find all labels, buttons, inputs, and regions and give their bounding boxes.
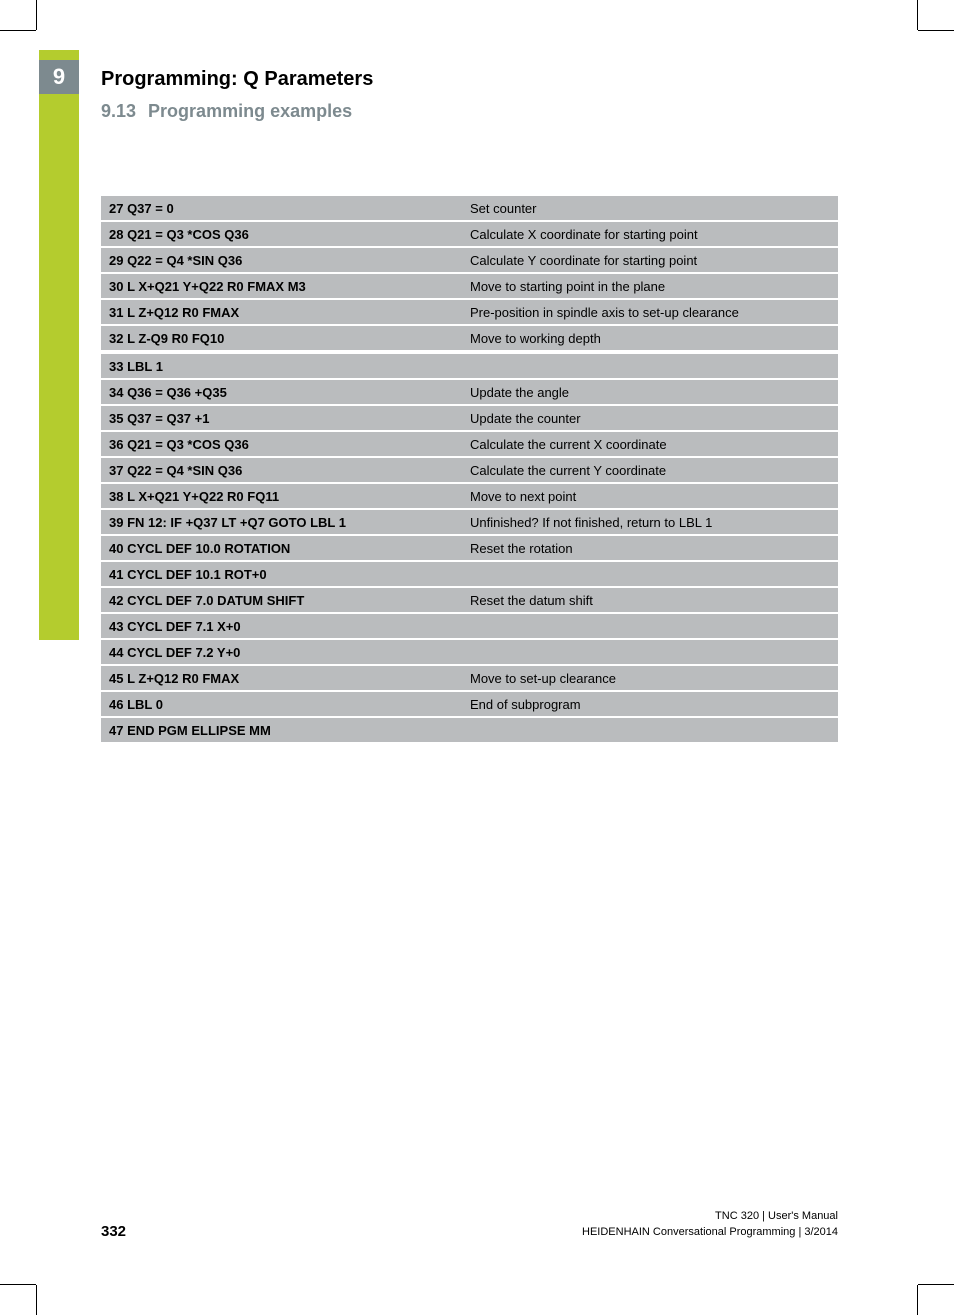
code-cell: 27 Q37 = 0 bbox=[101, 201, 466, 216]
code-cell: 43 CYCL DEF 7.1 X+0 bbox=[101, 619, 466, 634]
description-cell: Reset the rotation bbox=[466, 541, 838, 556]
section-number: 9.13 bbox=[101, 101, 136, 121]
code-cell: 40 CYCL DEF 10.0 ROTATION bbox=[101, 541, 466, 556]
program-table: 27 Q37 = 0Set counter28 Q21 = Q3 *COS Q3… bbox=[101, 196, 838, 744]
description-cell: Move to working depth bbox=[466, 331, 838, 346]
code-cell: 34 Q36 = Q36 +Q35 bbox=[101, 385, 466, 400]
description-cell: Unfinished? If not finished, return to L… bbox=[466, 515, 838, 530]
description-cell: Move to next point bbox=[466, 489, 838, 504]
table-row: 44 CYCL DEF 7.2 Y+0 bbox=[101, 640, 838, 664]
table-row: 41 CYCL DEF 10.1 ROT+0 bbox=[101, 562, 838, 586]
description-cell: Update the counter bbox=[466, 411, 838, 426]
table-row: 27 Q37 = 0Set counter bbox=[101, 196, 838, 220]
code-cell: 46 LBL 0 bbox=[101, 697, 466, 712]
description-cell: Set counter bbox=[466, 201, 838, 216]
footer-attribution: TNC 320 | User's Manual HEIDENHAIN Conve… bbox=[582, 1209, 838, 1240]
table-row: 29 Q22 = Q4 *SIN Q36Calculate Y coordina… bbox=[101, 248, 838, 272]
code-cell: 42 CYCL DEF 7.0 DATUM SHIFT bbox=[101, 593, 466, 608]
section-title-text: Programming examples bbox=[148, 101, 352, 121]
code-cell: 32 L Z-Q9 R0 FQ10 bbox=[101, 331, 466, 346]
crop-mark bbox=[0, 1284, 36, 1285]
code-cell: 29 Q22 = Q4 *SIN Q36 bbox=[101, 253, 466, 268]
description-cell: Pre-position in spindle axis to set-up c… bbox=[466, 305, 838, 320]
code-cell: 36 Q21 = Q3 *COS Q36 bbox=[101, 437, 466, 452]
code-cell: 30 L X+Q21 Y+Q22 R0 FMAX M3 bbox=[101, 279, 466, 294]
table-row: 38 L X+Q21 Y+Q22 R0 FQ11Move to next poi… bbox=[101, 484, 838, 508]
code-cell: 38 L X+Q21 Y+Q22 R0 FQ11 bbox=[101, 489, 466, 504]
code-cell: 28 Q21 = Q3 *COS Q36 bbox=[101, 227, 466, 242]
table-row: 47 END PGM ELLIPSE MM bbox=[101, 718, 838, 742]
table-row: 30 L X+Q21 Y+Q22 R0 FMAX M3Move to start… bbox=[101, 274, 838, 298]
table-row: 40 CYCL DEF 10.0 ROTATIONReset the rotat… bbox=[101, 536, 838, 560]
code-cell: 41 CYCL DEF 10.1 ROT+0 bbox=[101, 567, 466, 582]
description-cell: End of subprogram bbox=[466, 697, 838, 712]
table-row: 39 FN 12: IF +Q37 LT +Q7 GOTO LBL 1Unfin… bbox=[101, 510, 838, 534]
crop-mark bbox=[0, 30, 36, 31]
table-row: 36 Q21 = Q3 *COS Q36Calculate the curren… bbox=[101, 432, 838, 456]
table-row: 28 Q21 = Q3 *COS Q36Calculate X coordina… bbox=[101, 222, 838, 246]
table-row: 33 LBL 1 bbox=[101, 354, 838, 378]
sidebar-accent bbox=[39, 50, 79, 640]
description-cell: Move to starting point in the plane bbox=[466, 279, 838, 294]
description-cell: Update the angle bbox=[466, 385, 838, 400]
code-cell: 45 L Z+Q12 R0 FMAX bbox=[101, 671, 466, 686]
description-cell: Reset the datum shift bbox=[466, 593, 838, 608]
chapter-number-badge: 9 bbox=[39, 60, 79, 94]
code-cell: 33 LBL 1 bbox=[101, 359, 466, 374]
page-number: 332 bbox=[101, 1223, 126, 1240]
table-row: 42 CYCL DEF 7.0 DATUM SHIFTReset the dat… bbox=[101, 588, 838, 612]
crop-mark bbox=[36, 1285, 37, 1315]
code-cell: 35 Q37 = Q37 +1 bbox=[101, 411, 466, 426]
footer-line: TNC 320 | User's Manual bbox=[582, 1209, 838, 1224]
code-cell: 39 FN 12: IF +Q37 LT +Q7 GOTO LBL 1 bbox=[101, 515, 466, 530]
table-row: 31 L Z+Q12 R0 FMAXPre-position in spindl… bbox=[101, 300, 838, 324]
page-header: Programming: Q Parameters 9.13 Programmin… bbox=[101, 68, 373, 122]
description-cell: Calculate X coordinate for starting poin… bbox=[466, 227, 838, 242]
description-cell: Move to set-up clearance bbox=[466, 671, 838, 686]
code-cell: 44 CYCL DEF 7.2 Y+0 bbox=[101, 645, 466, 660]
code-cell: 37 Q22 = Q4 *SIN Q36 bbox=[101, 463, 466, 478]
table-row: 46 LBL 0End of subprogram bbox=[101, 692, 838, 716]
footer-line: HEIDENHAIN Conversational Programming | … bbox=[582, 1225, 838, 1240]
description-cell: Calculate Y coordinate for starting poin… bbox=[466, 253, 838, 268]
crop-mark bbox=[917, 0, 918, 30]
table-row: 45 L Z+Q12 R0 FMAXMove to set-up clearan… bbox=[101, 666, 838, 690]
table-row: 35 Q37 = Q37 +1Update the counter bbox=[101, 406, 838, 430]
code-cell: 47 END PGM ELLIPSE MM bbox=[101, 723, 466, 738]
chapter-title: Programming: Q Parameters bbox=[101, 68, 373, 91]
crop-mark bbox=[917, 1285, 918, 1315]
page-footer: 332 TNC 320 | User's Manual HEIDENHAIN C… bbox=[101, 1209, 838, 1240]
crop-mark bbox=[36, 0, 37, 30]
code-cell: 31 L Z+Q12 R0 FMAX bbox=[101, 305, 466, 320]
section-title: 9.13 Programming examples bbox=[101, 101, 373, 122]
table-row: 32 L Z-Q9 R0 FQ10Move to working depth bbox=[101, 326, 838, 350]
table-row: 37 Q22 = Q4 *SIN Q36Calculate the curren… bbox=[101, 458, 838, 482]
table-row: 43 CYCL DEF 7.1 X+0 bbox=[101, 614, 838, 638]
table-row: 34 Q36 = Q36 +Q35Update the angle bbox=[101, 380, 838, 404]
crop-mark bbox=[918, 30, 954, 31]
crop-mark bbox=[918, 1284, 954, 1285]
description-cell: Calculate the current Y coordinate bbox=[466, 463, 838, 478]
description-cell: Calculate the current X coordinate bbox=[466, 437, 838, 452]
